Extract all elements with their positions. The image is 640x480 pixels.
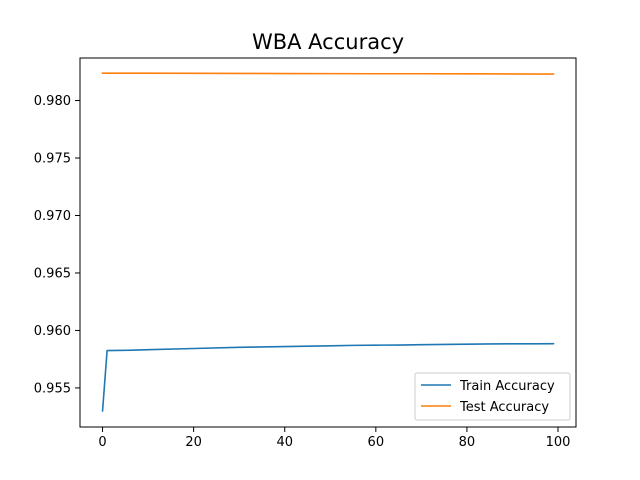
chart-title: WBA Accuracy — [252, 30, 404, 54]
x-tick-label: 100 — [546, 435, 571, 450]
y-tick-label: 0.970 — [34, 209, 71, 224]
series-line-test-accuracy — [101, 72, 555, 75]
plot-frame — [79, 57, 577, 428]
y-tick-label: 0.980 — [34, 94, 71, 109]
x-tick-label: 0 — [98, 435, 106, 450]
series-line-train-accuracy — [101, 342, 555, 412]
series-layer — [101, 72, 555, 412]
x-tick-label: 40 — [276, 435, 293, 450]
legend-label-test: Test Accuracy — [459, 400, 549, 415]
y-tick-label: 0.955 — [34, 381, 71, 396]
x-tick-label: 80 — [459, 435, 476, 450]
x-tick-label: 20 — [185, 435, 202, 450]
y-tick-label: 0.965 — [34, 266, 71, 281]
legend-box — [414, 372, 571, 421]
plot-area — [80, 58, 576, 427]
axes-layer: 0 20 40 60 80 100 0.955 0.960 0.965 0.970 0.975 0.9… — [34, 57, 577, 450]
x-tick-label: 60 — [368, 435, 385, 450]
y-tick-label: 0.975 — [34, 152, 71, 167]
y-tick-label: 0.960 — [34, 324, 71, 339]
legend: Train Accuracy Test Accuracy — [414, 372, 571, 421]
legend-label-train: Train Accuracy — [459, 379, 555, 394]
plot-background — [80, 58, 576, 427]
